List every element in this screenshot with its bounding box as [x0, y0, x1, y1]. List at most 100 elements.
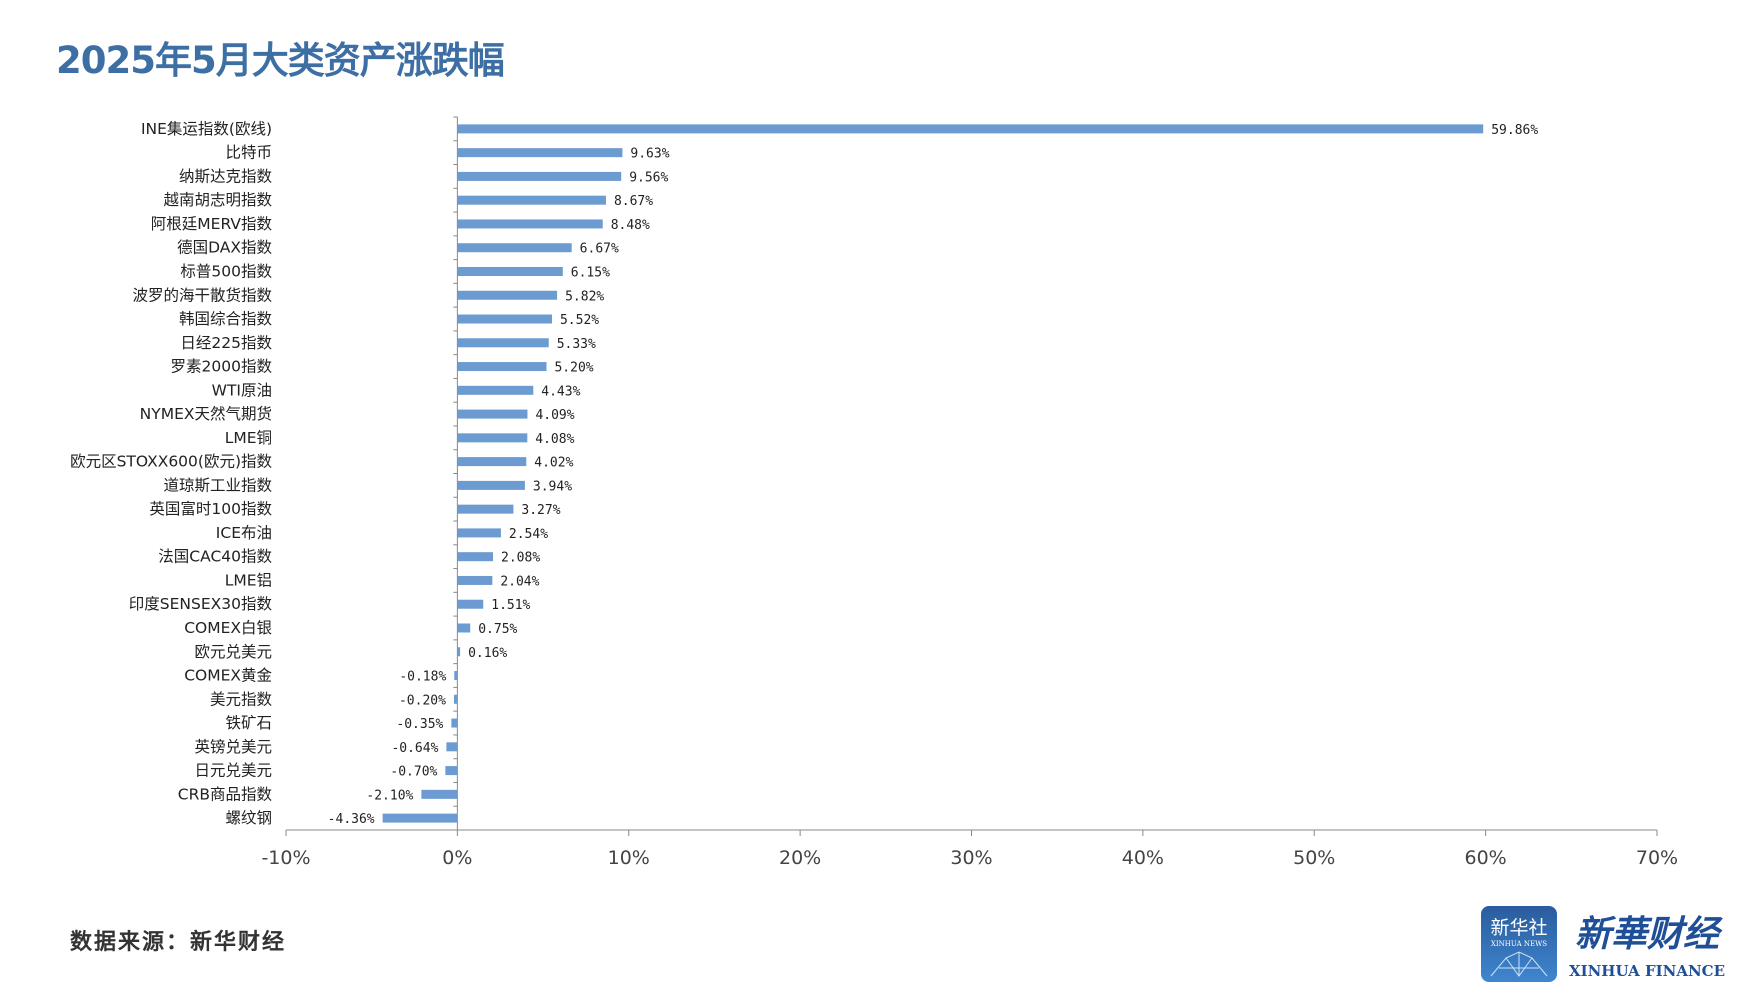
svg-text:新華财经: 新華财经: [1575, 913, 1723, 955]
bar: [457, 290, 558, 300]
data-label: 5.52%: [560, 313, 599, 328]
x-tick-label: 40%: [1122, 847, 1164, 869]
category-label: 英镑兑美元: [194, 738, 272, 756]
data-label: 2.04%: [500, 574, 539, 589]
data-label: 0.75%: [478, 622, 517, 637]
category-label: LME铜: [225, 429, 272, 447]
bar: [457, 148, 623, 158]
x-tick-label: -10%: [261, 847, 310, 869]
category-label: 越南胡志明指数: [163, 191, 272, 209]
bar: [457, 243, 572, 253]
bar: [457, 480, 525, 490]
xinhua-finance-logo: 新华社 XINHUA NEWS 新華财经 XINHUA FINANCE: [1481, 906, 1725, 982]
svg-text:新华社: 新华社: [1490, 917, 1547, 939]
bar: [457, 528, 501, 538]
bar: [382, 813, 458, 823]
category-label: 日元兑美元: [194, 762, 272, 780]
data-label: 0.16%: [468, 646, 507, 661]
x-tick-label: 50%: [1293, 847, 1335, 869]
data-label: -0.18%: [399, 670, 446, 685]
bar: [446, 742, 458, 752]
data-label: 4.09%: [535, 408, 574, 423]
data-label: 8.48%: [611, 218, 650, 233]
bar: [454, 671, 458, 681]
category-label: LME铝: [225, 571, 272, 589]
bar: [457, 409, 528, 419]
data-label: 8.67%: [614, 194, 653, 209]
data-label: 6.15%: [571, 265, 610, 280]
category-label: 英国富时100指数: [149, 500, 272, 518]
bar: [457, 195, 606, 205]
svg-text:XINHUA NEWS: XINHUA NEWS: [1491, 940, 1547, 948]
bar: [451, 718, 458, 728]
bar: [457, 647, 461, 657]
bar: [453, 694, 458, 704]
x-tick-label: 30%: [950, 847, 992, 869]
bar: [457, 599, 484, 609]
svg-text:XINHUA FINANCE: XINHUA FINANCE: [1569, 962, 1725, 980]
bar: [457, 338, 549, 348]
bar: [421, 789, 458, 799]
category-label: 道琼斯工业指数: [163, 476, 272, 494]
category-label: NYMEX天然气期货: [140, 405, 272, 423]
data-label: 5.20%: [554, 361, 593, 376]
category-label: 标普500指数: [180, 262, 272, 280]
category-label: 美元指数: [210, 690, 273, 708]
category-label: 纳斯达克指数: [179, 167, 273, 185]
data-label: -2.10%: [366, 788, 413, 803]
category-label: 比特币: [225, 144, 272, 162]
x-tick-label: 70%: [1636, 847, 1678, 869]
data-label: 3.27%: [521, 503, 560, 518]
category-label: 罗素2000指数: [171, 358, 273, 376]
category-label: 波罗的海干散货指数: [132, 286, 272, 304]
data-label: 4.02%: [534, 456, 573, 471]
category-label: 螺纹钢: [225, 809, 272, 827]
bar: [457, 552, 494, 562]
data-label: 9.56%: [629, 170, 668, 185]
category-label: 印度SENSEX30指数: [129, 595, 273, 613]
x-tick-label: 0%: [442, 847, 472, 869]
category-label: COMEX黄金: [184, 667, 272, 685]
data-label: 5.33%: [557, 337, 596, 352]
data-label: 2.08%: [501, 551, 540, 566]
category-label: ICE布油: [216, 524, 272, 542]
x-tick-label: 60%: [1465, 847, 1507, 869]
category-label: 法国CAC40指数: [158, 548, 272, 566]
data-label: 9.63%: [630, 147, 669, 162]
bar: [457, 124, 1484, 134]
data-source: 数据来源：新华财经: [70, 929, 287, 955]
category-label: CRB商品指数: [178, 785, 273, 803]
bar: [457, 385, 534, 395]
category-label: 欧元区STOXX600(欧元)指数: [70, 453, 272, 471]
bar: [457, 575, 493, 585]
category-label: 日经225指数: [180, 334, 272, 352]
bar: [457, 433, 528, 443]
data-label: 59.86%: [1491, 123, 1538, 138]
xinhua-news-badge-icon: [1481, 906, 1557, 982]
x-tick-label: 10%: [608, 847, 650, 869]
data-label: -0.64%: [391, 741, 438, 756]
data-label: 1.51%: [491, 598, 530, 613]
bar: [457, 171, 622, 181]
bar: [457, 314, 552, 324]
category-label: WTI原油: [212, 381, 272, 399]
bar: [457, 266, 563, 276]
data-label: -4.36%: [328, 812, 375, 827]
data-label: -0.35%: [396, 717, 443, 732]
bar-chart: -10% 0% 10% 20% 30% 40% 50% 60% 70% INE集运指数(欧线) 59…: [70, 116, 1678, 869]
data-label: 4.43%: [541, 384, 580, 399]
data-label: 5.82%: [565, 289, 604, 304]
bar: [457, 219, 603, 229]
bar: [457, 457, 527, 467]
data-label: 4.08%: [535, 432, 574, 447]
bar: [445, 766, 458, 776]
data-label: 2.54%: [509, 527, 548, 542]
data-label: 6.67%: [580, 242, 619, 257]
bar: [457, 504, 514, 514]
category-label: INE集运指数(欧线): [141, 120, 272, 138]
chart-title: 2025年5月大类资产涨跌幅: [56, 39, 505, 82]
category-label: 阿根廷MERV指数: [151, 215, 273, 233]
x-tick-label: 20%: [779, 847, 821, 869]
category-label: 韩国综合指数: [179, 310, 273, 328]
